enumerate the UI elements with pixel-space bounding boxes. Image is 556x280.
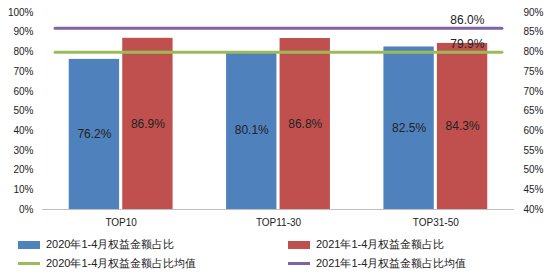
html-text:2020年1-4月权益金额占比: 2020年1-4月权益金额占比 — [46, 238, 175, 250]
svg-text:85%: 85% — [524, 26, 544, 37]
svg-text:86.9%: 86.9% — [131, 117, 165, 131]
svg-text:60%: 60% — [13, 86, 33, 97]
svg-text:TOP11-30: TOP11-30 — [256, 217, 302, 228]
svg-text:86.8%: 86.8% — [288, 117, 322, 131]
svg-text:80%: 80% — [13, 46, 33, 57]
svg-text:79.9%: 79.9% — [450, 37, 484, 51]
svg-text:80%: 80% — [524, 46, 544, 57]
svg-text:75%: 75% — [524, 66, 544, 77]
svg-text:100%: 100% — [8, 7, 34, 18]
svg-text:90%: 90% — [13, 26, 33, 37]
svg-text:84.3%: 84.3% — [446, 119, 480, 133]
svg-text:10%: 10% — [13, 184, 33, 195]
svg-text:90%: 90% — [524, 7, 544, 18]
svg-text:70%: 70% — [524, 86, 544, 97]
svg-text:0%: 0% — [19, 204, 34, 215]
svg-text:80.1%: 80.1% — [235, 123, 269, 137]
html-text:2020年1-4月权益金额占比均值: 2020年1-4月权益金额占比均值 — [46, 257, 197, 269]
svg-text:60%: 60% — [524, 125, 544, 136]
html-text:2021年1-4月权益金额占比均值: 2021年1-4月权益金额占比均值 — [316, 257, 467, 269]
svg-text:76.2%: 76.2% — [77, 127, 111, 141]
svg-text:TOP31-50: TOP31-50 — [413, 217, 459, 228]
svg-text:20%: 20% — [13, 164, 33, 175]
html-text:2021年1-4月权益金额占比: 2021年1-4月权益金额占比 — [316, 238, 445, 250]
svg-text:55%: 55% — [524, 145, 544, 156]
svg-text:45%: 45% — [524, 184, 544, 195]
svg-text:70%: 70% — [13, 66, 33, 77]
svg-text:TOP10: TOP10 — [105, 217, 137, 228]
svg-text:65%: 65% — [524, 105, 544, 116]
svg-text:50%: 50% — [13, 105, 33, 116]
svg-text:50%: 50% — [524, 164, 544, 175]
svg-text:82.5%: 82.5% — [392, 121, 426, 135]
svg-text:40%: 40% — [524, 204, 544, 215]
svg-text:30%: 30% — [13, 145, 33, 156]
svg-text:86.0%: 86.0% — [450, 13, 484, 27]
svg-text:40%: 40% — [13, 125, 33, 136]
